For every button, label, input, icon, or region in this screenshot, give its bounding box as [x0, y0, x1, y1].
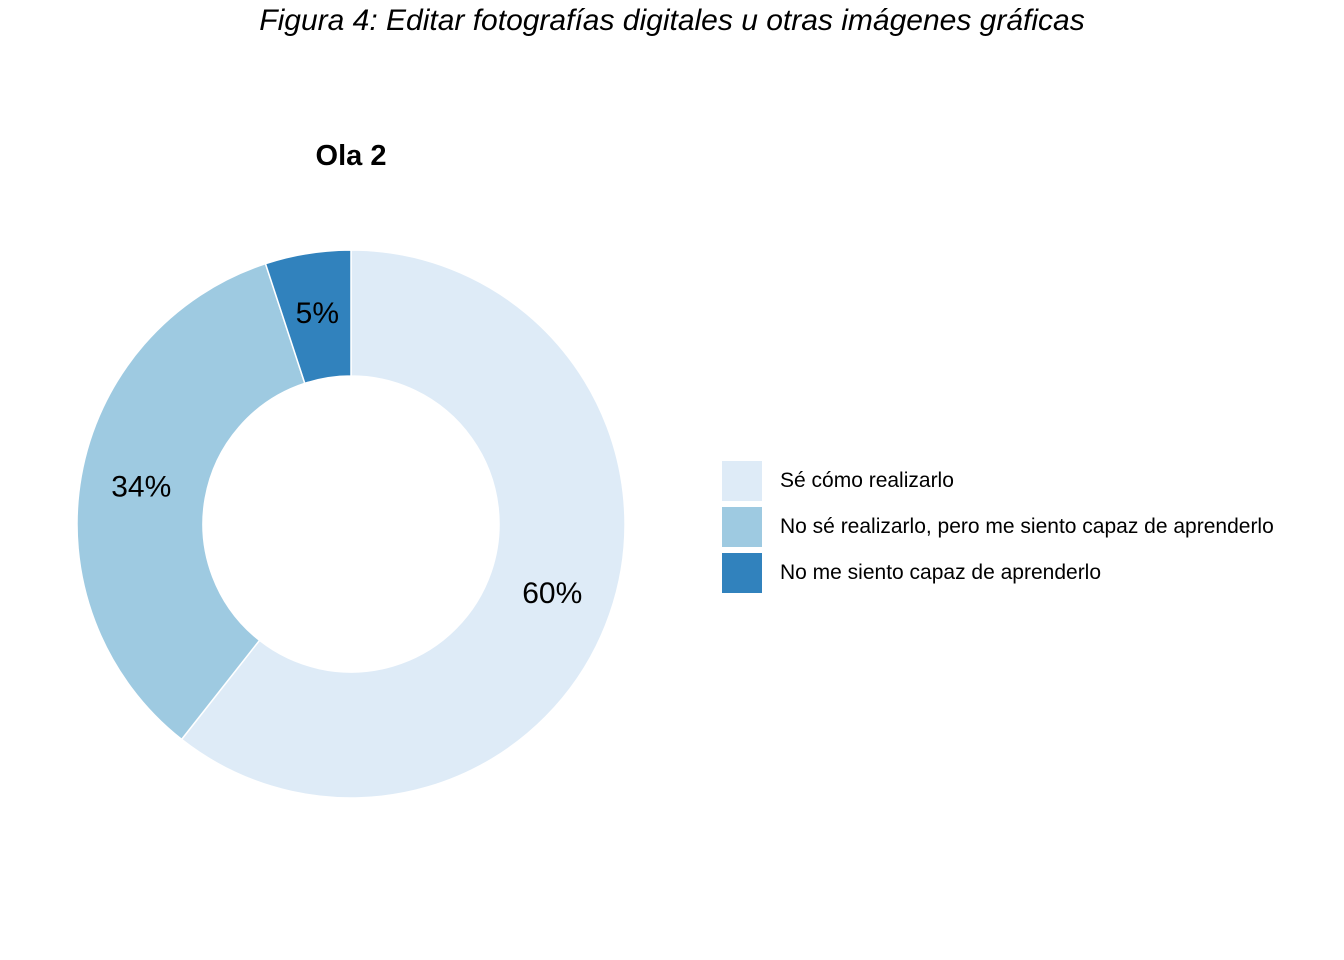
chart-subtitle: Ola 2	[316, 140, 387, 172]
donut-slice-labels: 60% 34% 5%	[111, 297, 582, 610]
slice-percent-label: 60%	[522, 577, 582, 610]
donut-slice	[264, 249, 352, 385]
legend-label: No me siento capaz de aprenderlo	[780, 561, 1102, 584]
donut-slice	[180, 249, 626, 799]
legend: Sé cómo realizarlo No sé realizarlo, per…	[722, 458, 1274, 596]
donut-slice	[76, 262, 306, 741]
legend-item: Sé cómo realizarlo	[722, 458, 1274, 504]
legend-swatch	[722, 553, 762, 593]
legend-item: No sé realizarlo, pero me siento capaz d…	[722, 504, 1274, 550]
legend-label: Sé cómo realizarlo	[780, 469, 954, 492]
figure-title: Figura 4: Editar fotografías digitales u…	[259, 4, 1085, 37]
slice-percent-label: 5%	[296, 297, 339, 330]
legend-label: No sé realizarlo, pero me siento capaz d…	[780, 515, 1274, 538]
legend-swatch	[722, 461, 762, 501]
donut-slices	[76, 249, 626, 799]
legend-item: No me siento capaz de aprenderlo	[722, 550, 1274, 596]
legend-swatch	[722, 507, 762, 547]
slice-percent-label: 34%	[111, 471, 171, 504]
